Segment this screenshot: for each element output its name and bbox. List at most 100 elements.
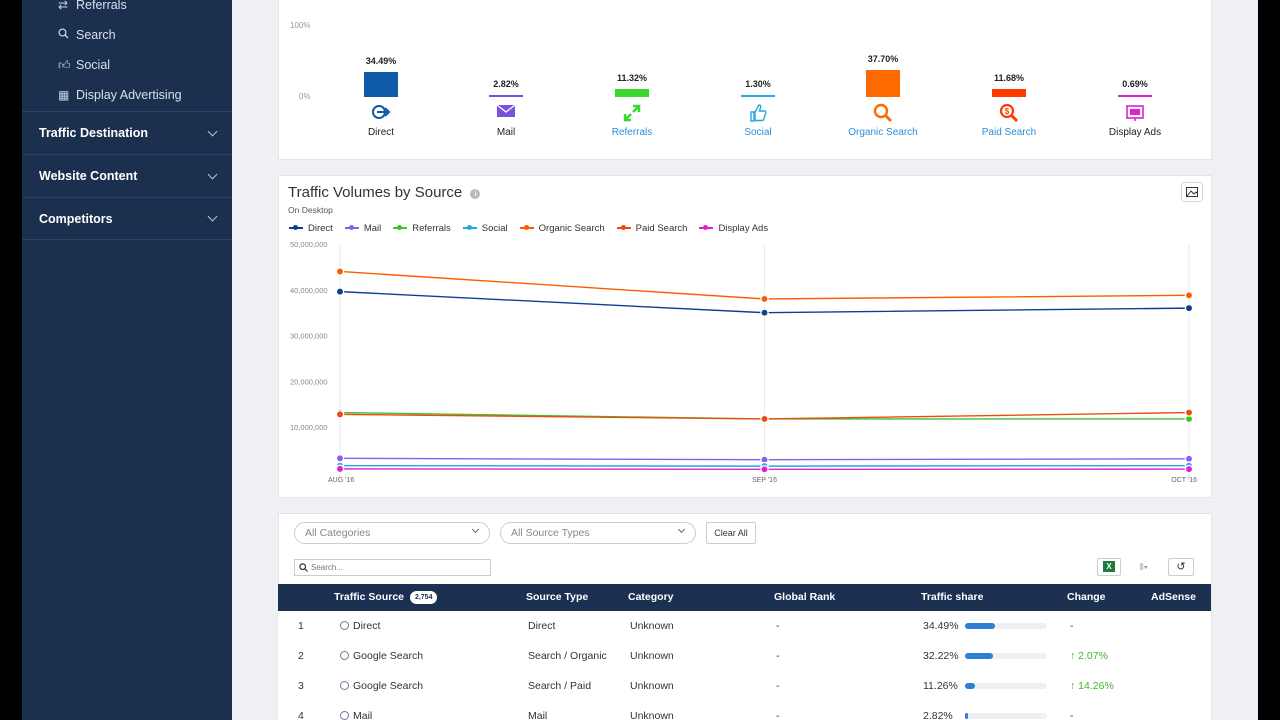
share-percent: 11.32%	[616, 73, 648, 83]
row-source-type: Search / Organic	[528, 650, 607, 662]
data-point	[760, 414, 769, 424]
share-column-mail[interactable]: 2.82% Mail	[446, 0, 566, 149]
row-change: ↑ 14.26%	[1070, 680, 1114, 692]
share-source-label: Paid Search	[981, 127, 1037, 138]
export-image-button[interactable]	[1181, 182, 1203, 202]
data-point	[335, 454, 345, 463]
table-row[interactable]: 2 Google Search Search / Organic Unknown - 32…	[278, 641, 1211, 671]
table-row[interactable]: 4 Mail Mail Unknown - 2.82% -	[278, 701, 1211, 720]
table-row[interactable]: 1 Direct Direct Unknown - 34.49% -	[278, 611, 1211, 641]
legend-item-social[interactable]: Social	[462, 222, 508, 234]
chart-legend: Direct Mail Referrals Social Organic Search P…	[289, 216, 780, 234]
legend-item-direct[interactable]: Direct	[289, 223, 333, 234]
data-point	[760, 465, 769, 474]
legend-label: Referrals	[412, 222, 451, 234]
sidebar-item-display-advertising[interactable]: ▦ Display Advertising	[22, 80, 232, 110]
row-global-rank: -	[776, 710, 780, 720]
table-search	[294, 559, 491, 576]
legend-item-referrals[interactable]: Referrals	[393, 223, 451, 234]
row-source-type: Search / Paid	[528, 680, 592, 692]
clear-all-button[interactable]: Clear All	[706, 522, 756, 544]
share-column-paid-search[interactable]: 11.68% $ Paid Search	[949, 0, 1069, 149]
main-content: 100% 0% 34.49% Direct 2.82% Mail 11.32% Refer…	[232, 0, 1258, 720]
col-global-rank[interactable]: Global Rank	[774, 591, 836, 603]
x-tick-label: AUG '16	[328, 477, 354, 484]
row-traffic-source-label: Google Search	[353, 650, 424, 662]
col-traffic-source[interactable]: Traffic Source 2,754	[334, 584, 438, 611]
row-number: 2	[298, 650, 304, 662]
row-change: -	[1070, 620, 1074, 632]
sidebar-item-label: Social	[76, 58, 111, 72]
share-bar	[992, 89, 1026, 97]
categories-dropdown[interactable]: All Categories	[294, 522, 490, 544]
share-column-social[interactable]: 1.30% Social	[698, 0, 818, 149]
row-traffic-source[interactable]: Google Search	[340, 671, 423, 701]
row-traffic-share: 34.49%	[923, 620, 959, 632]
x-tick-label: SEP '16	[752, 477, 777, 484]
share-column-display-ads[interactable]: 0.69% Display Ads	[1075, 0, 1195, 149]
share-bar	[615, 89, 649, 97]
paid-search-icon: $	[999, 103, 1019, 123]
source-types-dropdown[interactable]: All Source Types	[500, 522, 696, 544]
chevron-down-icon	[207, 126, 218, 136]
display-ad-icon: ▦	[58, 88, 70, 102]
data-point	[1184, 454, 1194, 464]
share-column-direct[interactable]: 34.49% Direct	[321, 0, 441, 149]
data-point	[760, 294, 769, 304]
legend-item-organic-search[interactable]: Organic Search	[519, 223, 605, 234]
chart-title-text: Traffic Volumes by Source	[288, 184, 463, 201]
data-point	[1184, 291, 1194, 300]
sidebar: ⇄ Referrals Search 👍︎ Social ▦ Display A…	[22, 0, 232, 720]
sidebar-item-label: Referrals	[76, 0, 127, 12]
sidebar-section-website-content[interactable]: Website Content	[22, 154, 232, 197]
col-adsense[interactable]: AdSense	[1151, 591, 1196, 603]
legend-item-mail[interactable]: Mail	[344, 222, 382, 234]
row-traffic-source-label: Mail	[353, 710, 373, 720]
direct-icon	[371, 103, 391, 123]
info-icon[interactable]: i	[470, 189, 481, 199]
chevron-down-icon	[207, 211, 218, 222]
legend-marker	[462, 225, 477, 230]
sidebar-section-competitors[interactable]: Competitors	[22, 197, 232, 240]
sidebar-item-social[interactable]: 👍︎ Social	[22, 50, 232, 80]
share-axis-top: 100%	[290, 21, 311, 30]
share-source-label: Social	[744, 127, 772, 138]
excel-export-button[interactable]: X	[1097, 558, 1121, 576]
legend-marker	[289, 225, 303, 230]
y-tick-label: 10,000,000	[290, 423, 328, 432]
share-column-referrals[interactable]: 11.32% Referrals	[572, 0, 692, 149]
search-input[interactable]	[311, 561, 486, 574]
row-traffic-source[interactable]: Direct	[340, 611, 380, 641]
col-traffic-source-label: Traffic Source	[334, 591, 405, 603]
legend-label: Social	[481, 222, 508, 234]
sidebar-item-search[interactable]: Search	[22, 20, 232, 50]
share-percent: 37.70%	[867, 54, 899, 64]
share-column-organic-search[interactable]: 37.70% Organic Search	[823, 0, 943, 149]
y-tick-label: 50,000,000	[290, 240, 328, 249]
col-change[interactable]: Change	[1067, 591, 1106, 603]
row-number: 4	[298, 710, 304, 720]
row-number: 1	[298, 620, 304, 632]
col-category[interactable]: Category	[628, 591, 674, 603]
legend-marker	[519, 225, 534, 230]
columns-toggle-button[interactable]: ⫴▾	[1132, 558, 1156, 576]
legend-item-display-ads[interactable]: Display Ads	[699, 223, 768, 234]
row-traffic-share: 2.82%	[923, 710, 953, 720]
data-point	[335, 267, 345, 276]
table-row[interactable]: 3 Google Search Search / Paid Unknown - 11.26…	[278, 671, 1211, 701]
chevron-down-icon	[677, 525, 686, 534]
svg-text:$: $	[1005, 107, 1010, 116]
share-progress-fill	[965, 713, 968, 719]
legend-item-paid-search[interactable]: Paid Search	[616, 223, 687, 234]
col-source-type[interactable]: Source Type	[526, 591, 589, 603]
col-traffic-share[interactable]: Traffic share	[921, 591, 984, 603]
legend-label: Mail	[363, 222, 382, 234]
search-icon	[58, 28, 76, 42]
row-traffic-source-label: Direct	[353, 620, 381, 632]
row-traffic-source[interactable]: Google Search	[340, 641, 423, 671]
row-traffic-source[interactable]: Mail	[340, 701, 372, 720]
sidebar-section-traffic-destination[interactable]: Traffic Destination	[22, 111, 232, 154]
traffic-volumes-card: Traffic Volumes by Source i On Desktop D…	[278, 175, 1212, 498]
reset-button[interactable]: ↺	[1168, 558, 1194, 576]
sidebar-item-referrals[interactable]: ⇄ Referrals	[22, 0, 232, 20]
